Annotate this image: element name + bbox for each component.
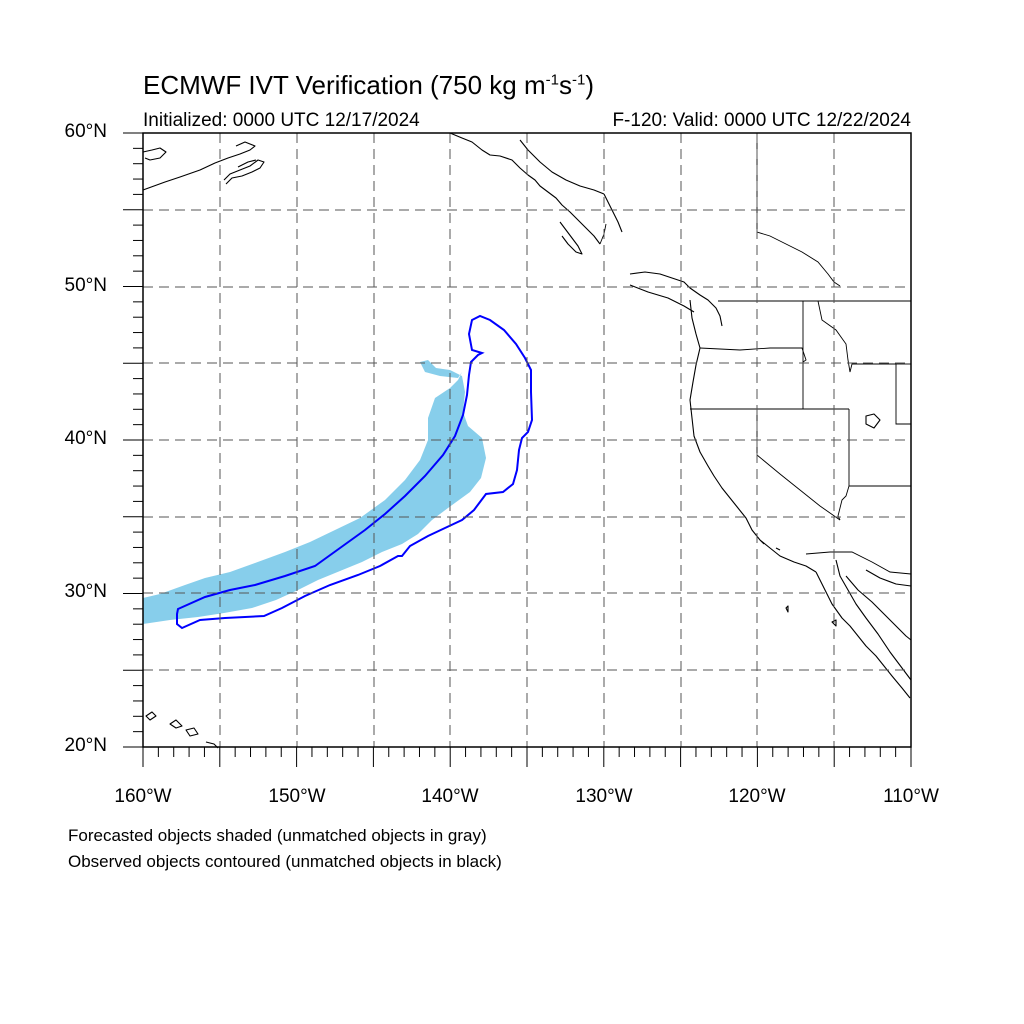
lat-label-20n: 20°N bbox=[64, 735, 107, 756]
lon-label-130w: 130°W bbox=[575, 786, 633, 807]
lat-label-30n: 30°N bbox=[64, 581, 107, 602]
figure-title: ECMWF IVT Verification (750 kg m-1s-1) bbox=[143, 70, 594, 100]
lon-label-150w: 150°W bbox=[268, 786, 326, 807]
axis-ticks bbox=[123, 132, 912, 767]
legend-observed-note: Observed objects contoured (unmatched ob… bbox=[68, 852, 502, 871]
lat-label-60n: 60°N bbox=[64, 121, 107, 142]
initialized-time: Initialized: 0000 UTC 12/17/2024 bbox=[143, 110, 420, 131]
political-borders bbox=[599, 133, 912, 575]
lat-label-50n: 50°N bbox=[64, 275, 107, 296]
lon-label-120w: 120°W bbox=[728, 786, 786, 807]
grid bbox=[143, 133, 911, 747]
coastlines bbox=[142, 132, 912, 749]
forecast-ivt-object bbox=[143, 360, 486, 624]
lon-label-160w: 160°W bbox=[114, 786, 172, 807]
observed-ivt-contour bbox=[176, 314, 534, 630]
legend-forecast-note: Forecasted objects shaded (unmatched obj… bbox=[68, 826, 487, 845]
lon-label-110w: 110°W bbox=[883, 786, 939, 807]
lon-label-140w: 140°W bbox=[421, 786, 479, 807]
lat-label-40n: 40°N bbox=[64, 428, 107, 449]
valid-time: F-120: Valid: 0000 UTC 12/22/2024 bbox=[612, 110, 911, 131]
